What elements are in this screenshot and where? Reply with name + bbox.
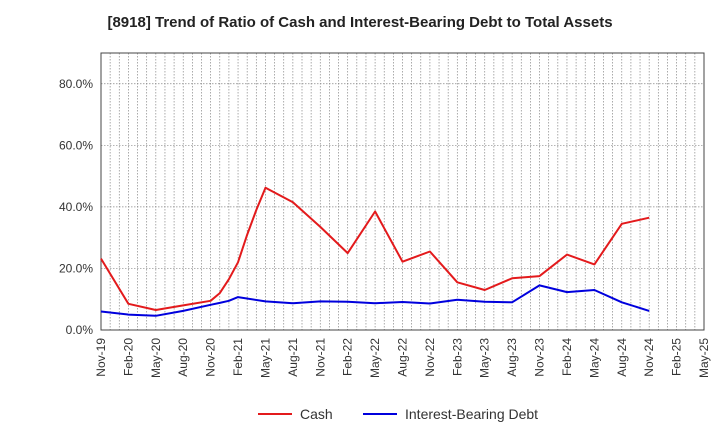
x-tick-label: Feb-25 (670, 338, 684, 376)
x-tick-label: Nov-21 (313, 338, 327, 377)
x-tick-label: Aug-24 (615, 338, 629, 377)
y-tick-label: 40.0% (59, 200, 93, 214)
x-tick-label: May-23 (478, 338, 492, 378)
y-tick-label: 20.0% (59, 261, 93, 275)
x-tick-label: Nov-24 (642, 338, 656, 377)
x-tick-label: Feb-22 (341, 338, 355, 376)
x-tick-label: Aug-23 (505, 338, 519, 377)
x-tick-label: Feb-21 (231, 338, 245, 376)
x-tick-label: Nov-19 (94, 338, 108, 377)
grid-layer (101, 53, 704, 330)
y-axis: 0.0% 20.0% 40.0% 60.0% 80.0% (59, 77, 93, 337)
y-tick-label: 80.0% (59, 77, 93, 91)
series-line-interest-bearing-debt (100, 284, 650, 317)
x-tick-label: Feb-24 (560, 338, 574, 376)
x-tick-label: May-21 (258, 338, 272, 378)
x-tick-label: May-22 (368, 338, 382, 378)
series-layer (100, 186, 650, 317)
x-tick-label: Feb-20 (121, 338, 135, 376)
x-tick-label: May-25 (697, 338, 711, 378)
series-line-cash (100, 186, 650, 311)
legend-label: Cash (300, 406, 333, 422)
y-tick-label: 60.0% (59, 138, 93, 152)
x-tick-label: Aug-20 (176, 338, 190, 377)
x-tick-label: Feb-23 (450, 338, 464, 376)
x-tick-label: Nov-22 (423, 338, 437, 377)
x-tick-label: Aug-22 (396, 338, 410, 377)
x-axis: Nov-19 Feb-20 May-20 Aug-20 Nov-20 Feb-21 May-… (94, 338, 711, 378)
legend-label: Interest-Bearing Debt (405, 406, 538, 422)
x-tick-label: Nov-23 (533, 338, 547, 377)
y-tick-label: 0.0% (66, 323, 94, 337)
chart-title: [8918] Trend of Ratio of Cash and Intere… (107, 14, 613, 31)
x-tick-label: May-20 (149, 338, 163, 378)
x-tick-label: Nov-20 (204, 338, 218, 377)
legend: Cash Interest-Bearing Debt (258, 406, 538, 422)
plot-area-border (100, 52, 705, 331)
x-tick-label: May-24 (587, 338, 601, 378)
x-tick-label: Aug-21 (286, 338, 300, 377)
